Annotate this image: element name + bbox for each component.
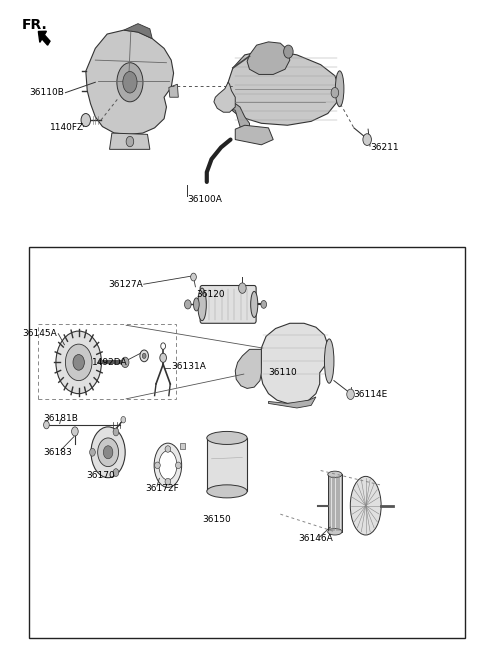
- Ellipse shape: [155, 462, 160, 468]
- Bar: [29, 247, 466, 638]
- Text: 36127A: 36127A: [108, 280, 143, 288]
- Polygon shape: [261, 323, 328, 403]
- Ellipse shape: [159, 451, 177, 480]
- Text: 36145A: 36145A: [23, 329, 57, 338]
- Polygon shape: [169, 84, 179, 97]
- Circle shape: [103, 445, 113, 459]
- Ellipse shape: [324, 339, 334, 383]
- Circle shape: [113, 428, 119, 436]
- Circle shape: [97, 438, 119, 466]
- Text: 36100A: 36100A: [187, 195, 222, 204]
- Polygon shape: [247, 42, 290, 74]
- Circle shape: [347, 389, 354, 399]
- Circle shape: [239, 283, 246, 293]
- Text: 36170: 36170: [87, 471, 116, 480]
- Bar: [38, 324, 176, 399]
- Ellipse shape: [207, 432, 247, 444]
- Ellipse shape: [251, 291, 258, 317]
- Circle shape: [284, 45, 293, 58]
- Text: 36146A: 36146A: [298, 533, 333, 543]
- Circle shape: [161, 343, 166, 350]
- Circle shape: [142, 353, 146, 359]
- Text: 1140FZ: 1140FZ: [50, 124, 84, 132]
- Polygon shape: [214, 82, 235, 112]
- Circle shape: [160, 353, 167, 363]
- Circle shape: [184, 300, 191, 309]
- Text: 36172F: 36172F: [145, 484, 179, 493]
- Ellipse shape: [193, 298, 199, 311]
- Ellipse shape: [207, 485, 247, 498]
- Text: 36110: 36110: [268, 369, 297, 377]
- Bar: [328, 474, 342, 532]
- Circle shape: [126, 136, 134, 147]
- Circle shape: [65, 344, 92, 380]
- Ellipse shape: [165, 478, 171, 485]
- Text: 36150: 36150: [202, 515, 231, 524]
- Text: 1492DA: 1492DA: [92, 358, 127, 367]
- Circle shape: [90, 448, 96, 456]
- Circle shape: [56, 331, 101, 394]
- Text: 36181B: 36181B: [43, 414, 78, 423]
- Circle shape: [121, 357, 129, 367]
- Polygon shape: [86, 30, 174, 135]
- Circle shape: [121, 417, 126, 423]
- Text: 36183: 36183: [43, 448, 72, 457]
- Polygon shape: [225, 50, 340, 125]
- Polygon shape: [124, 24, 152, 39]
- Text: 36211: 36211: [371, 143, 399, 152]
- Circle shape: [72, 427, 78, 436]
- Ellipse shape: [336, 71, 344, 106]
- Ellipse shape: [328, 528, 342, 535]
- Ellipse shape: [165, 445, 171, 452]
- FancyArrow shape: [38, 32, 50, 45]
- Text: FR.: FR.: [22, 18, 48, 32]
- Ellipse shape: [328, 471, 342, 478]
- Polygon shape: [235, 125, 273, 145]
- Polygon shape: [245, 353, 261, 375]
- Ellipse shape: [176, 462, 181, 468]
- Text: 36114E: 36114E: [353, 390, 387, 399]
- Bar: [207, 438, 247, 491]
- Ellipse shape: [154, 443, 181, 487]
- Ellipse shape: [117, 62, 143, 102]
- Polygon shape: [228, 102, 250, 139]
- Circle shape: [331, 87, 339, 98]
- Circle shape: [73, 355, 84, 370]
- FancyBboxPatch shape: [200, 286, 256, 323]
- Circle shape: [191, 273, 196, 281]
- Circle shape: [113, 468, 119, 476]
- Ellipse shape: [123, 72, 137, 93]
- Circle shape: [261, 300, 266, 308]
- Circle shape: [44, 421, 49, 429]
- Circle shape: [140, 350, 148, 362]
- Polygon shape: [109, 133, 150, 149]
- Polygon shape: [268, 397, 316, 408]
- Circle shape: [81, 114, 91, 127]
- Text: 36110B: 36110B: [30, 88, 64, 97]
- Text: 36120: 36120: [196, 290, 225, 299]
- Ellipse shape: [198, 288, 206, 321]
- Bar: [180, 443, 185, 449]
- Polygon shape: [235, 350, 261, 388]
- Circle shape: [363, 134, 372, 145]
- Ellipse shape: [91, 427, 125, 478]
- Ellipse shape: [350, 476, 381, 535]
- Text: 36131A: 36131A: [171, 362, 206, 371]
